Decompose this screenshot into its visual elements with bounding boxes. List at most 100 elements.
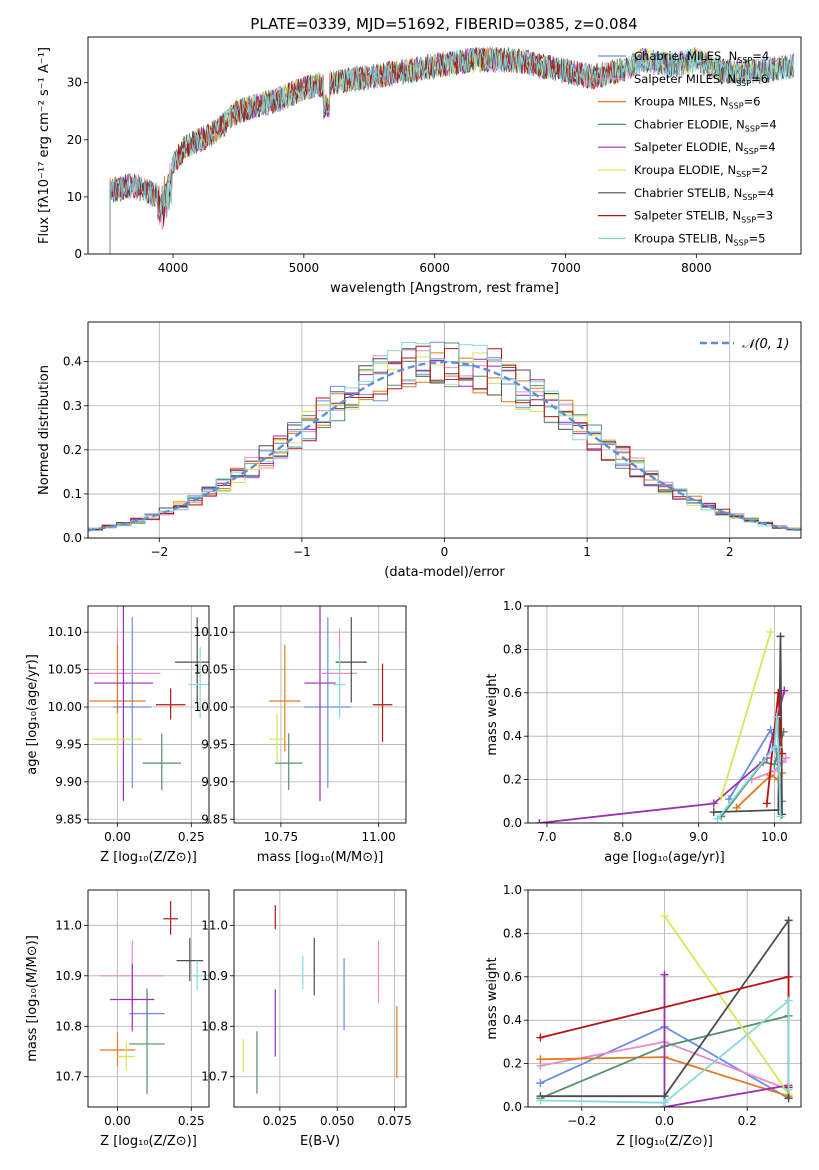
x-tick-label: 0.075 bbox=[377, 1114, 411, 1128]
y-tick-label: 0.2 bbox=[503, 1057, 522, 1071]
mass-weight-marker bbox=[781, 753, 790, 762]
x-tick-label: 1 bbox=[583, 545, 591, 559]
x-axis-label: E(B-V) bbox=[300, 1134, 340, 1149]
legend-entry: Chabrier STELIB, NSSP=4 bbox=[634, 186, 774, 202]
y-axis-label: mass weight bbox=[485, 957, 500, 1039]
y-tick-label: 9.90 bbox=[55, 775, 82, 789]
x-axis-label: age [log₁₀(age/yr)] bbox=[604, 850, 725, 865]
y-tick-label: 0.2 bbox=[63, 443, 82, 457]
y-tick-label: 0.0 bbox=[503, 1100, 522, 1114]
x-tick-label: 0 bbox=[441, 545, 449, 559]
y-tick-label: 0.4 bbox=[63, 355, 82, 369]
axes-frame bbox=[233, 605, 407, 824]
y-tick-label: 11.0 bbox=[201, 918, 228, 932]
mass-weight-marker bbox=[660, 912, 669, 921]
mass-weight-marker bbox=[766, 628, 775, 637]
x-tick-label: 8.0 bbox=[613, 830, 632, 844]
mass-weight-marker bbox=[709, 799, 718, 808]
figure-title: PLATE=0339, MJD=51692, FIBERID=0385, z=0… bbox=[250, 15, 637, 33]
mass-weight-marker bbox=[776, 632, 785, 641]
y-tick-label: 10.9 bbox=[201, 969, 228, 983]
axes-frame bbox=[87, 605, 210, 824]
x-tick-label: 10.75 bbox=[264, 830, 298, 844]
y-tick-label: 0.0 bbox=[503, 816, 522, 830]
age_vs_Z-plot-area bbox=[88, 606, 209, 823]
mass-weight-line bbox=[663, 915, 790, 1095]
x-tick-label: 0.2 bbox=[738, 1114, 757, 1128]
x-axis-label: Z [log₁₀(Z/Z⊙)] bbox=[100, 1134, 197, 1149]
y-tick-label: 0.4 bbox=[503, 1013, 522, 1027]
x-axis-label: mass [log₁₀(M/M⊙)] bbox=[257, 850, 384, 865]
legend-entry: Chabrier MILES, NSSP=4 bbox=[634, 49, 769, 65]
y-tick-label: 10.05 bbox=[194, 663, 228, 677]
axes-frame bbox=[87, 36, 802, 255]
mass-weight-marker bbox=[784, 1094, 793, 1103]
y-tick-label: 10.7 bbox=[55, 1070, 82, 1084]
mass-weight-marker bbox=[774, 743, 783, 752]
age-vs-metallicity-panel: 0.00 0.25 9.85 9.90 9.95 10.00 10.05 10.10 Z [lo… bbox=[25, 605, 210, 865]
y-tick-label: 30 bbox=[67, 76, 82, 90]
x-tick-label: 5000 bbox=[289, 261, 320, 275]
y-tick-label: 10.00 bbox=[48, 700, 82, 714]
mass-weight-marker bbox=[536, 1033, 545, 1042]
x-tick-label: 0.25 bbox=[178, 830, 205, 844]
y-tick-label: 1.0 bbox=[503, 599, 522, 613]
axes-frame bbox=[87, 321, 802, 539]
y-tick-label: 9.85 bbox=[55, 812, 82, 826]
y-axis-label: mass [log₁₀(M/M⊙)] bbox=[25, 935, 40, 1062]
mass-weight-marker bbox=[536, 1079, 545, 1088]
x-tick-label: 2 bbox=[726, 545, 734, 559]
y-tick-label: 0.6 bbox=[503, 686, 522, 700]
x-tick-label: 0.050 bbox=[320, 1114, 354, 1128]
x-tick-label: 9.0 bbox=[689, 830, 708, 844]
y-tick-label: 10.05 bbox=[48, 663, 82, 677]
mass-weight-marker bbox=[660, 970, 669, 979]
x-axis-label: (data-model)/error bbox=[384, 565, 505, 580]
y-axis-label: Flux [fλ10⁻¹⁷ erg cm⁻² s⁻¹ A⁻¹] bbox=[37, 47, 52, 244]
mass-weight-marker bbox=[713, 814, 722, 823]
x-tick-label: −2 bbox=[150, 545, 168, 559]
histogram-step bbox=[88, 342, 801, 538]
axes-frame bbox=[233, 889, 407, 1108]
y-tick-label: 0.4 bbox=[503, 729, 522, 743]
legend-entry: Salpeter MILES, NSSP=6 bbox=[634, 72, 768, 88]
y-axis-label: Normed distribution bbox=[37, 365, 52, 495]
mass-weight-marker bbox=[784, 1085, 793, 1094]
x-tick-label: 7.0 bbox=[537, 830, 556, 844]
y-tick-label: 0.8 bbox=[503, 926, 522, 940]
y-tick-label: 0 bbox=[74, 247, 82, 261]
y-tick-label: 10.9 bbox=[55, 969, 82, 983]
y-tick-label: 10.10 bbox=[48, 625, 82, 639]
legend-entry: Kroupa ELODIE, NSSP=2 bbox=[634, 163, 768, 179]
y-tick-label: 0.6 bbox=[503, 970, 522, 984]
x-axis-label: Z [log₁₀(Z/Z⊙)] bbox=[616, 1134, 713, 1149]
mass-weight-line bbox=[735, 772, 783, 809]
axes-frame bbox=[527, 889, 802, 1108]
legend-entry: 𝒩(0, 1) bbox=[742, 337, 789, 352]
mass-weight-marker bbox=[772, 712, 781, 721]
spectrum-plot-area bbox=[109, 46, 795, 254]
mass-weight-vs-metallicity-panel: −0.2 0.0 0.2 0.0 0.2 0.4 0.6 0.8 1.0 Z [log₁₀(Z/Z… bbox=[485, 883, 802, 1149]
x-tick-label: 7000 bbox=[550, 261, 581, 275]
mass-weight-marker bbox=[660, 1098, 669, 1107]
x-tick-label: 0.0 bbox=[655, 1114, 674, 1128]
mass-weight-marker bbox=[784, 996, 793, 1005]
y-tick-label: 1.0 bbox=[503, 883, 522, 897]
x-tick-label: 10.0 bbox=[761, 830, 788, 844]
mass-weight-marker bbox=[717, 792, 726, 801]
x-tick-label: 0.25 bbox=[178, 1114, 205, 1128]
x-tick-label: −1 bbox=[293, 545, 311, 559]
mass-vs-metallicity-panel: 0.00 0.25 10.7 10.8 10.9 11.0 Z [log₁₀(Z/Z⊙)] m… bbox=[25, 889, 210, 1149]
y-tick-label: 10.8 bbox=[201, 1019, 228, 1033]
y-tick-label: 11.0 bbox=[55, 918, 82, 932]
y-tick-label: 9.95 bbox=[201, 737, 228, 751]
y-tick-label: 10.10 bbox=[194, 625, 228, 639]
histogram-plot-area bbox=[88, 322, 801, 538]
x-tick-label: 0.00 bbox=[104, 830, 131, 844]
y-tick-label: 9.90 bbox=[201, 775, 228, 789]
x-tick-label: 8000 bbox=[681, 261, 712, 275]
mass-weight-marker bbox=[774, 688, 783, 697]
y-axis-label: mass weight bbox=[485, 673, 500, 755]
mass-weight-marker bbox=[536, 1055, 545, 1064]
